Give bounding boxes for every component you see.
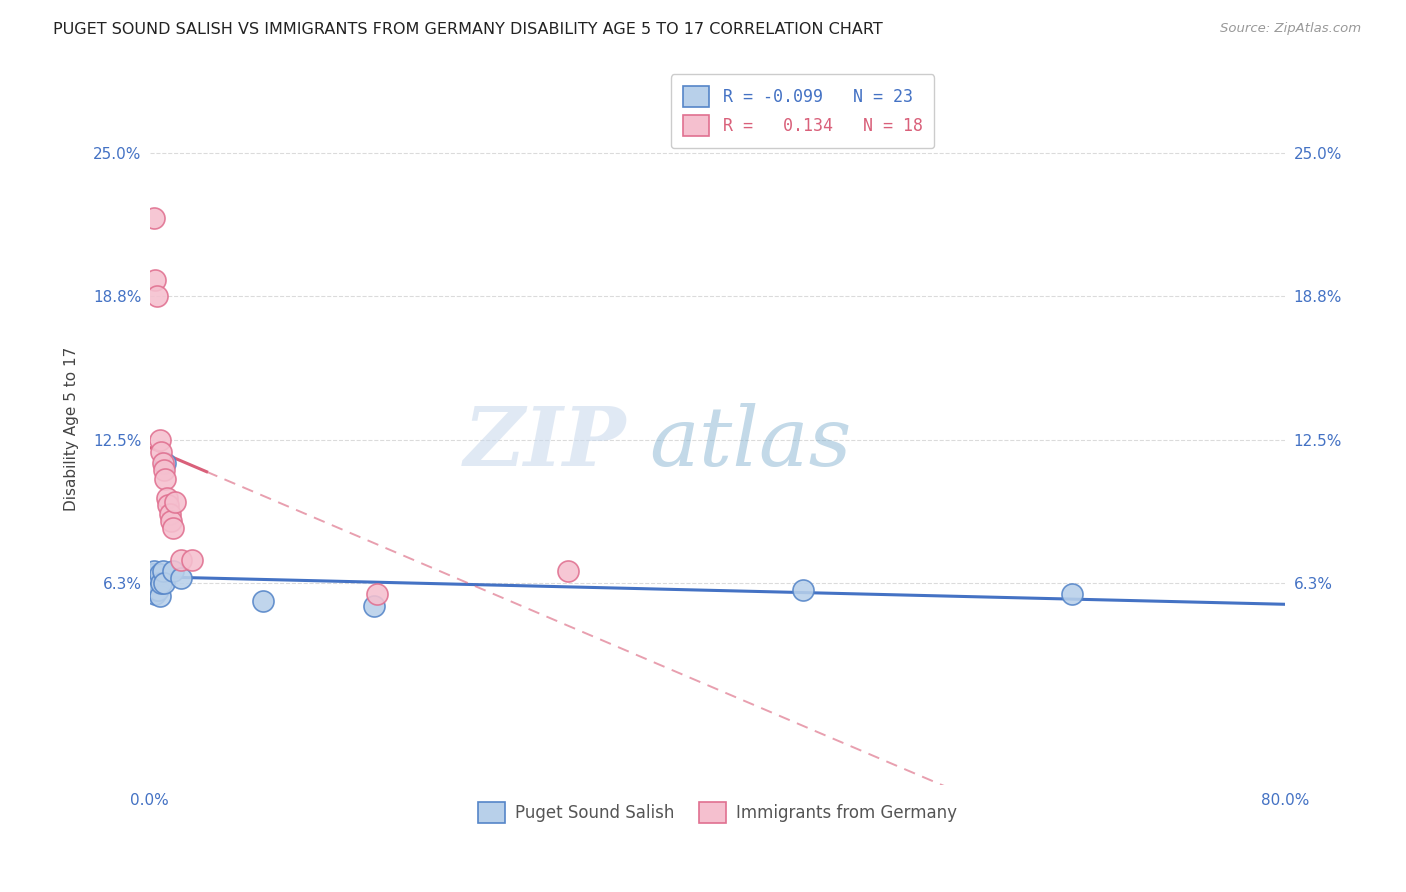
Point — [150, 445, 173, 459]
Point — [152, 456, 174, 470]
Point — [141, 566, 163, 581]
Legend: Puget Sound Salish, Immigrants from Germany: Puget Sound Salish, Immigrants from Germ… — [471, 795, 963, 830]
Point — [141, 575, 163, 590]
Point — [162, 564, 184, 578]
Point — [149, 566, 172, 581]
Text: PUGET SOUND SALISH VS IMMIGRANTS FROM GERMANY DISABILITY AGE 5 TO 17 CORRELATION: PUGET SOUND SALISH VS IMMIGRANTS FROM GE… — [53, 22, 883, 37]
Point — [146, 582, 169, 597]
Point — [143, 564, 166, 578]
Point — [142, 566, 165, 581]
Point — [145, 272, 167, 286]
Point — [143, 211, 166, 225]
Point — [146, 289, 169, 303]
Point — [153, 463, 176, 477]
Point — [252, 594, 274, 608]
Point — [146, 575, 169, 590]
Point — [155, 472, 177, 486]
Point — [148, 582, 170, 597]
Point — [160, 514, 183, 528]
Point — [165, 495, 187, 509]
Point — [155, 456, 177, 470]
Point — [1062, 587, 1084, 601]
Point — [170, 571, 193, 585]
Point — [366, 587, 388, 601]
Point — [792, 582, 814, 597]
Point — [159, 507, 181, 521]
Point — [148, 575, 170, 590]
Point — [170, 553, 193, 567]
Point — [181, 553, 204, 567]
Point — [557, 564, 579, 578]
Point — [153, 575, 176, 590]
Point — [143, 575, 166, 590]
Point — [157, 498, 180, 512]
Point — [149, 434, 172, 448]
Point — [150, 575, 173, 590]
Y-axis label: Disability Age 5 to 17: Disability Age 5 to 17 — [65, 347, 79, 511]
Text: ZIP: ZIP — [464, 403, 627, 483]
Point — [162, 520, 184, 534]
Text: Source: ZipAtlas.com: Source: ZipAtlas.com — [1220, 22, 1361, 36]
Point — [363, 599, 385, 613]
Point — [149, 590, 172, 604]
Text: atlas: atlas — [650, 403, 852, 483]
Point — [145, 575, 167, 590]
Point — [152, 564, 174, 578]
Point — [156, 491, 179, 505]
Point — [145, 587, 167, 601]
